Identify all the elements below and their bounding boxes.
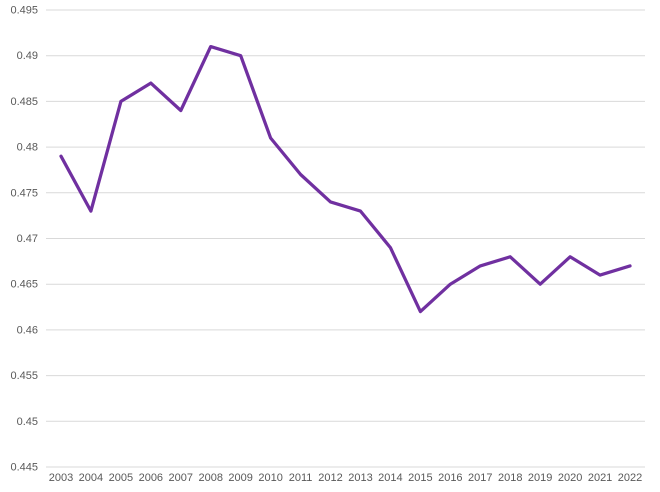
x-axis-tick-label: 2021 bbox=[588, 472, 612, 484]
x-axis-tick-label: 2007 bbox=[169, 472, 193, 484]
y-axis-tick-label: 0.455 bbox=[10, 370, 38, 382]
x-axis-tick-label: 2020 bbox=[558, 472, 582, 484]
x-axis-tick-label: 2010 bbox=[258, 472, 282, 484]
x-axis-tick-label: 2012 bbox=[318, 472, 342, 484]
x-axis-tick-label: 2008 bbox=[198, 472, 222, 484]
x-axis-tick-label: 2016 bbox=[438, 472, 462, 484]
x-axis-tick-label: 2017 bbox=[468, 472, 492, 484]
y-axis-tick-label: 0.485 bbox=[10, 96, 38, 108]
x-axis-tick-label: 2013 bbox=[348, 472, 372, 484]
y-axis-tick-label: 0.465 bbox=[10, 279, 38, 291]
x-axis-tick-label: 2004 bbox=[79, 472, 103, 484]
y-axis-tick-label: 0.46 bbox=[17, 324, 38, 336]
x-axis-tick-label: 2006 bbox=[139, 472, 163, 484]
x-axis-tick-label: 2022 bbox=[618, 472, 642, 484]
x-axis-tick-label: 2011 bbox=[289, 472, 313, 484]
x-axis-tick-label: 2014 bbox=[378, 472, 402, 484]
y-axis-tick-label: 0.47 bbox=[17, 233, 38, 245]
x-axis-tick-label: 2019 bbox=[528, 472, 552, 484]
x-axis-tick-label: 2003 bbox=[49, 472, 73, 484]
x-axis-tick-label: 2005 bbox=[109, 472, 133, 484]
x-axis-tick-label: 2009 bbox=[228, 472, 252, 484]
y-axis-tick-label: 0.49 bbox=[17, 50, 38, 62]
y-axis-tick-label: 0.495 bbox=[10, 5, 38, 17]
y-axis-tick-label: 0.45 bbox=[17, 416, 38, 428]
series-line bbox=[59, 44, 632, 314]
y-axis-tick-label: 0.475 bbox=[10, 187, 38, 199]
x-axis-tick-label: 2018 bbox=[498, 472, 522, 484]
y-axis-tick-label: 0.48 bbox=[17, 142, 38, 154]
x-axis-tick-label: 2015 bbox=[408, 472, 432, 484]
y-axis-tick-label: 0.445 bbox=[10, 462, 38, 474]
